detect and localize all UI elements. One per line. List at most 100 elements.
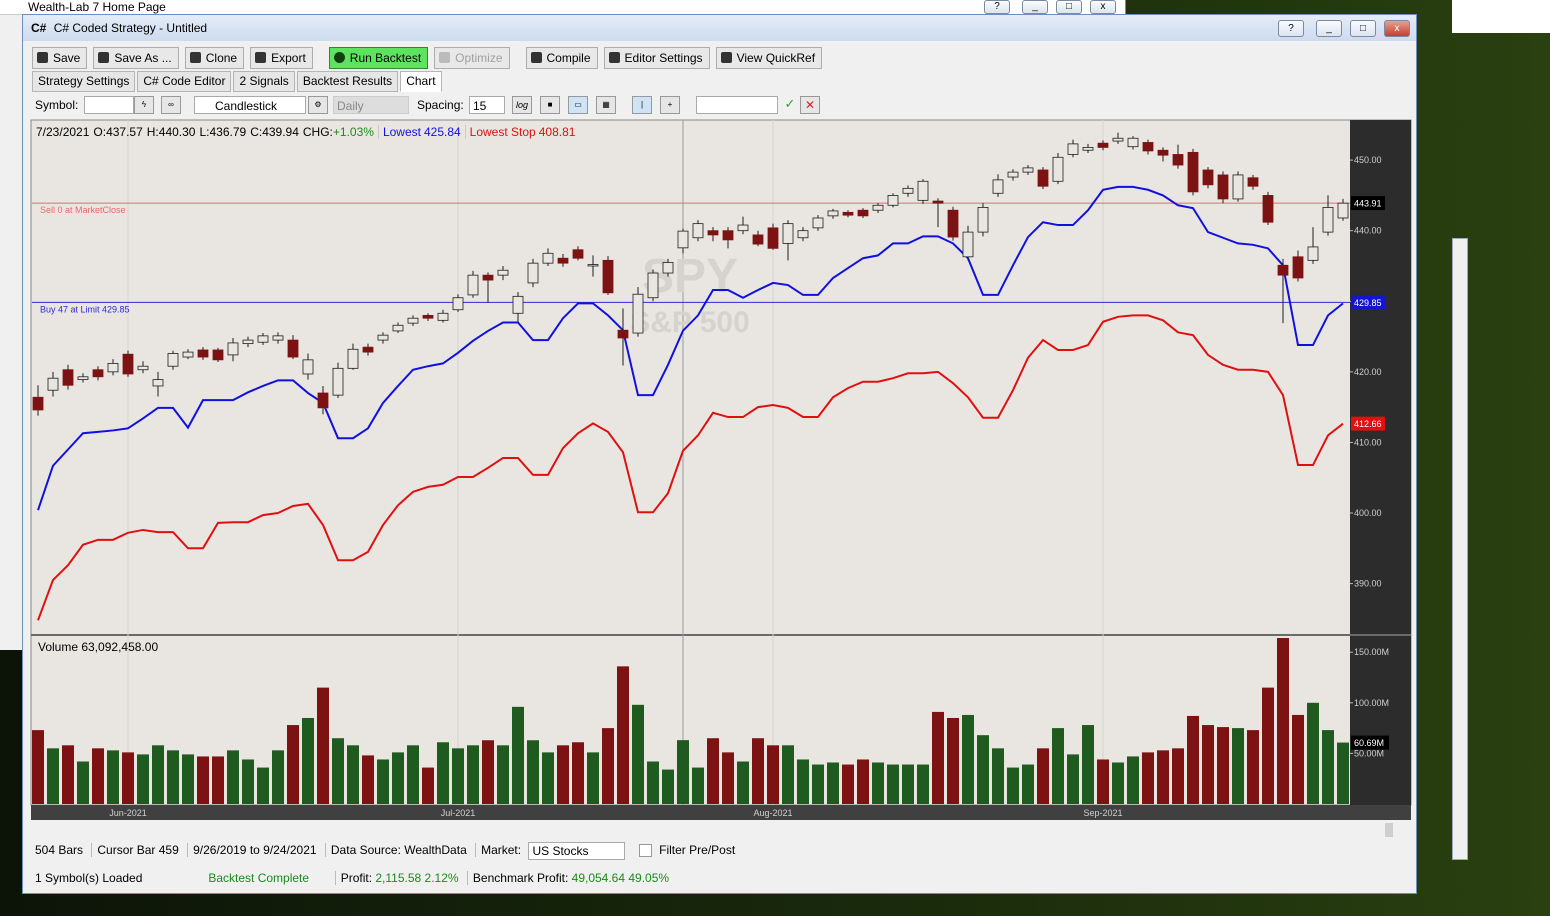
volume-bar	[302, 717, 314, 804]
readout-label: CHG:	[302, 125, 333, 139]
volume-bar	[542, 752, 554, 804]
spacing-input[interactable]: 15	[469, 96, 505, 114]
price-pane	[30, 119, 1412, 636]
profit-label: Profit:	[334, 871, 373, 885]
candle-body	[932, 200, 944, 204]
candle-body	[872, 204, 884, 211]
tab-strip: Strategy Settings C# Code Editor 2 Signals…	[32, 71, 442, 92]
x-tick-label: Aug-2021	[753, 808, 792, 818]
candle-body	[1112, 137, 1124, 142]
candle-body	[1322, 207, 1334, 233]
candle-body	[722, 230, 734, 241]
toolbar-button[interactable]: Compile	[525, 47, 598, 69]
volume-bar	[902, 764, 914, 804]
candle-body	[1247, 177, 1259, 187]
pane-button[interactable]: ▭	[568, 96, 588, 114]
benchmark-percent: 49.05%	[628, 871, 670, 885]
help-button[interactable]: ?	[1278, 20, 1304, 37]
volume-bar	[1247, 730, 1259, 804]
candle-body	[797, 230, 809, 239]
settings-button[interactable]: ⚙	[308, 96, 328, 114]
candle-body	[572, 249, 584, 259]
calendar-button[interactable]: ▦	[596, 96, 616, 114]
indicator-value: 408.81	[538, 125, 576, 139]
toolbar-button[interactable]: Editor Settings	[603, 47, 710, 69]
tab[interactable]: C# Code Editor	[137, 71, 232, 92]
camera-button[interactable]: ■	[540, 96, 560, 114]
candle-body	[422, 314, 434, 319]
cursor-button[interactable]: |	[632, 96, 652, 114]
link-button[interactable]: ∞	[161, 96, 181, 114]
volume-bar	[287, 725, 299, 804]
readout-value: 439.94	[262, 125, 299, 139]
toolbar-button[interactable]: Optimize	[434, 47, 510, 69]
maximize-button[interactable]: □	[1056, 0, 1082, 14]
benchmark-value: 49,054.64	[571, 871, 626, 885]
candle-body	[377, 334, 389, 341]
minimize-button[interactable]: _	[1022, 0, 1048, 14]
volume-bar	[482, 740, 494, 804]
candle-body	[362, 346, 374, 353]
drawing-select[interactable]	[696, 96, 778, 114]
minimize-button[interactable]: _	[1316, 20, 1342, 37]
market-select[interactable]: US Stocks	[528, 841, 626, 860]
toolbar-button[interactable]: Run Backtest	[328, 47, 429, 69]
x-tick-label: Jul-2021	[441, 808, 476, 818]
symbol-input[interactable]	[84, 96, 134, 114]
restore-button[interactable]: □	[1350, 20, 1376, 37]
tab[interactable]: Strategy Settings	[32, 71, 136, 92]
toolbar-button[interactable]: Export	[250, 47, 313, 69]
candle-body	[1337, 202, 1349, 219]
x-tick-label: Jun-2021	[109, 808, 147, 818]
candle-body	[167, 353, 179, 367]
tab[interactable]: Backtest Results	[296, 71, 399, 92]
tab[interactable]: 2 Signals	[233, 71, 295, 92]
volume-bar	[1082, 725, 1094, 804]
scroll-thumb[interactable]	[1385, 823, 1393, 837]
toolbar-button[interactable]: View QuickRef	[715, 47, 823, 69]
toolbar-button[interactable]: Save As ...	[93, 47, 179, 69]
volume-bar	[452, 748, 464, 804]
candle-body	[962, 231, 974, 258]
candle-body	[1157, 149, 1169, 156]
volume-bar	[962, 714, 974, 804]
volume-label: Volume	[38, 640, 79, 654]
cancel-button[interactable]: ✕	[800, 96, 820, 114]
filter-checkbox[interactable]	[638, 844, 652, 858]
candle-body	[257, 335, 269, 343]
log-button[interactable]: log	[512, 96, 532, 114]
y-tick-label: 450.00	[1354, 155, 1382, 165]
volume-bar	[1187, 715, 1199, 804]
volume-bar	[407, 745, 419, 804]
volume-bar	[1157, 750, 1169, 804]
profit-percent: 2.12%	[424, 871, 459, 885]
lightning-button[interactable]: ϟ	[134, 96, 154, 114]
volume-bar	[1007, 767, 1019, 804]
indicator-value: 425.84	[423, 125, 461, 139]
accept-button[interactable]: ✓	[784, 96, 796, 111]
candle-body	[62, 369, 74, 386]
volume-bar	[1037, 748, 1049, 804]
order-axis-box	[1351, 295, 1385, 310]
volume-bar	[1022, 764, 1034, 804]
help-button[interactable]: ?	[984, 0, 1010, 14]
candle-body	[407, 317, 419, 324]
parent-title: Wealth-Lab 7 Home Page	[28, 0, 166, 14]
close-button[interactable]: x	[1090, 0, 1116, 14]
chart-style-select[interactable]: Candlestick	[194, 96, 306, 114]
toolbar-button[interactable]: Clone	[184, 47, 245, 69]
scale-select[interactable]: Daily	[333, 96, 409, 114]
scrollbar[interactable]	[31, 822, 1411, 838]
candle-body	[617, 329, 629, 339]
tab[interactable]: Chart	[400, 71, 442, 92]
toolbar-button[interactable]: Save	[32, 47, 88, 69]
candle-body	[107, 362, 119, 373]
crosshair-button[interactable]: +	[660, 96, 680, 114]
volume-bar	[1127, 756, 1139, 804]
candle-body	[752, 234, 764, 245]
bar-readout: 7/23/2021 O:437.57 H:440.30 L:436.79 C:439.9…	[36, 125, 579, 139]
close-button[interactable]: x	[1384, 20, 1410, 37]
volume-bar	[227, 750, 239, 804]
volume-bar	[602, 728, 614, 804]
